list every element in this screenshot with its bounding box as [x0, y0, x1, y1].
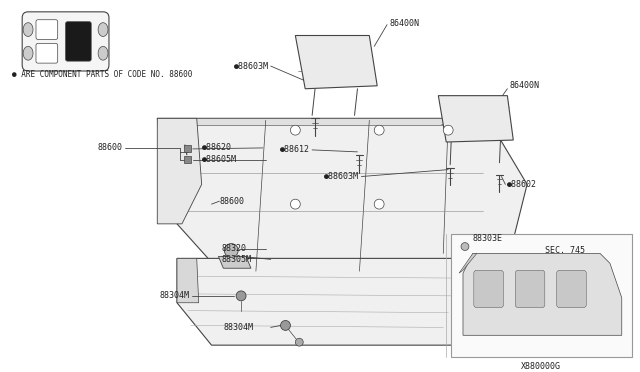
Bar: [184, 145, 191, 152]
Polygon shape: [177, 259, 198, 303]
Circle shape: [291, 125, 300, 135]
FancyBboxPatch shape: [65, 22, 92, 61]
Text: 88320: 88320: [221, 244, 246, 253]
Text: 88304M: 88304M: [160, 291, 190, 300]
Text: 88600: 88600: [98, 144, 123, 153]
Text: 86400N: 86400N: [389, 19, 419, 28]
Bar: [451, 234, 632, 357]
Circle shape: [461, 243, 469, 250]
Text: 88600: 88600: [220, 197, 244, 206]
Text: ●88603M: ●88603M: [234, 62, 269, 71]
FancyBboxPatch shape: [515, 270, 545, 308]
Text: ●88612: ●88612: [280, 145, 310, 154]
Circle shape: [280, 321, 291, 330]
Text: ●88602: ●88602: [508, 180, 538, 189]
Bar: [184, 156, 191, 163]
Circle shape: [374, 125, 384, 135]
FancyBboxPatch shape: [22, 12, 109, 71]
Polygon shape: [218, 256, 251, 268]
Polygon shape: [438, 96, 513, 142]
Text: 88305M: 88305M: [221, 255, 252, 264]
FancyBboxPatch shape: [557, 270, 586, 308]
Text: X880000G: X880000G: [521, 362, 561, 371]
Text: ●88603M: ●88603M: [324, 172, 360, 181]
FancyBboxPatch shape: [474, 270, 504, 308]
Polygon shape: [157, 118, 488, 125]
FancyBboxPatch shape: [36, 20, 58, 39]
Ellipse shape: [98, 46, 108, 60]
Circle shape: [295, 338, 303, 346]
Polygon shape: [177, 259, 488, 345]
Text: 88304M: 88304M: [223, 323, 253, 332]
Circle shape: [444, 125, 453, 135]
FancyBboxPatch shape: [36, 44, 58, 63]
Text: 86400N: 86400N: [509, 81, 540, 90]
Text: ●88620: ●88620: [202, 144, 232, 153]
Circle shape: [225, 244, 238, 257]
Text: ●88605M: ●88605M: [202, 155, 237, 164]
Text: 88303E: 88303E: [473, 234, 503, 243]
Circle shape: [374, 199, 384, 209]
Text: ● ARE COMPONENT PARTS OF CODE NO. 88600: ● ARE COMPONENT PARTS OF CODE NO. 88600: [12, 70, 193, 80]
Ellipse shape: [23, 23, 33, 36]
Polygon shape: [459, 253, 477, 273]
Text: SEC. 745: SEC. 745: [545, 246, 585, 255]
Circle shape: [291, 199, 300, 209]
Polygon shape: [157, 118, 202, 224]
Ellipse shape: [98, 23, 108, 36]
Polygon shape: [157, 118, 527, 273]
Circle shape: [236, 291, 246, 301]
Polygon shape: [295, 35, 377, 89]
Ellipse shape: [23, 46, 33, 60]
Polygon shape: [463, 253, 622, 335]
